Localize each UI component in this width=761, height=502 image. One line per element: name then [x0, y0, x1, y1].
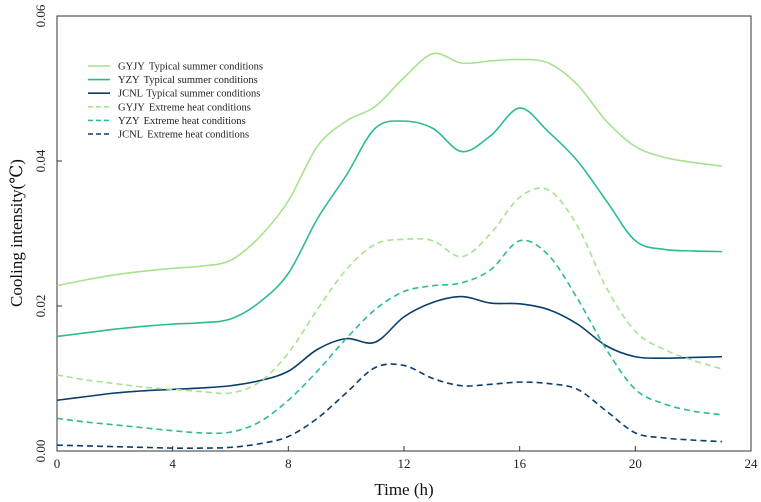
legend-desc: Extreme heat conditions — [144, 116, 246, 127]
x-tick-label: 20 — [629, 456, 642, 471]
y-axis: 0.00 0.02 0.04 0.06 — [33, 4, 62, 462]
series-line-1 — [56, 52, 723, 287]
legend-label-3: JCNL Typical summer conditions — [118, 89, 260, 100]
series-line-6 — [56, 363, 723, 449]
x-tick-label: 8 — [285, 456, 292, 471]
legend-label-5: YZY Extreme heat conditions — [118, 116, 246, 127]
legend-desc: Extreme heat conditions — [147, 130, 249, 141]
legend-label-4: GYJY Extreme heat conditions — [118, 102, 251, 113]
y-axis-title: Cooling intensity(℃) — [7, 159, 26, 307]
y-tick-label: 0.04 — [33, 149, 48, 172]
x-tick-label: 12 — [398, 456, 411, 471]
series-line-3 — [56, 295, 723, 402]
legend-desc: Extreme heat conditions — [149, 102, 251, 113]
legend-code: JCNL — [118, 130, 143, 141]
legend-code: JCNL — [118, 89, 143, 100]
legend-code: GYJY — [118, 62, 145, 73]
series-line-4 — [56, 187, 723, 395]
series-line-2 — [56, 107, 723, 338]
legend-code: GYJY — [118, 102, 145, 113]
legend-code: YZY — [118, 75, 140, 86]
series-lines — [56, 52, 723, 449]
legend-desc: Typical summer conditions — [146, 89, 260, 100]
y-tick-label: 0.02 — [33, 295, 48, 318]
x-axis: 0 4 8 12 16 20 24 — [54, 446, 758, 471]
x-tick-label: 0 — [54, 456, 61, 471]
legend-desc: Typical summer conditions — [149, 62, 263, 73]
series-line-5 — [56, 239, 723, 435]
y-tick-label: 0.06 — [33, 4, 48, 27]
x-tick-label: 16 — [513, 456, 527, 471]
legend-label-1: GYJY Typical summer conditions — [118, 62, 263, 73]
x-axis-title: Time (h) — [374, 480, 433, 499]
legend-label-2: YZY Typical summer conditions — [118, 75, 258, 86]
y-tick-label: 0.00 — [33, 440, 48, 463]
legend-code: YZY — [118, 116, 140, 127]
legend-desc: Typical summer conditions — [144, 75, 258, 86]
legend-label-6: JCNL Extreme heat conditions — [118, 130, 249, 141]
x-tick-label: 24 — [745, 456, 759, 471]
x-tick-label: 4 — [169, 456, 176, 471]
